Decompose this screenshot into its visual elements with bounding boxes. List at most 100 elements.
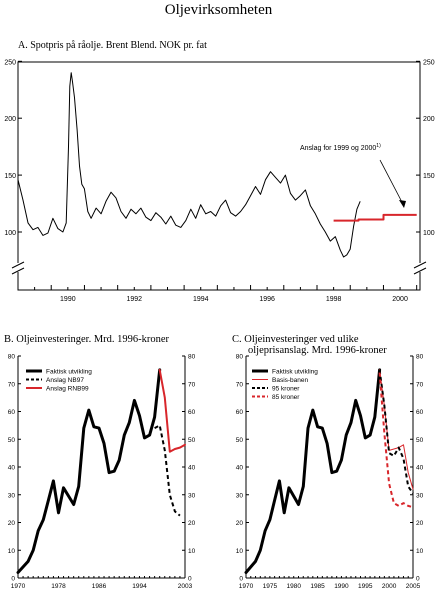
chart-b-ytick-label-right: 80 [188,354,196,361]
chart-b-legend-label: Anslag NB97 [46,377,84,384]
chart-c-ytick-label-left: 30 [236,492,244,499]
chart-c-xtick-label: 1970 [239,583,254,590]
chart-a-xtick-label: 2000 [392,296,408,303]
chart-a-break-mark [413,261,427,269]
chart-a-break-gap [414,263,426,272]
chart-a-xtick-label: 1994 [193,296,209,303]
chart-c-ytick-label-right: 40 [416,465,424,472]
chart-c-ytick-label-left: 10 [236,548,244,555]
chart-a: 100 100 150 150 200 200 250 250 1990 1992 1994 1996… [4,59,435,303]
chart-c-xtick-label: 1975 [263,583,278,590]
chart-c-xtick-label: 1990 [334,583,349,590]
chart-c-ytick-label-left: 70 [236,381,244,388]
page-title: Oljevirksomheten [164,2,273,18]
chart-b-xtick-label: 1986 [92,583,107,590]
chart-a-ytick-label-left: 200 [4,116,16,123]
chart-a-ytick-label-right: 100 [423,230,435,237]
chart-a-break-mark [413,267,427,275]
chart-b-series-forecast-1 [154,424,181,517]
chart-c-ytick-label-left: 60 [236,409,244,416]
chart-a-series-price [17,72,361,258]
chart-c-title-line2: oljeprisanslag. Mrd. 1996-kroner [248,345,387,356]
chart-c-title: C. Oljeinvesteringer ved ulike oljeprisa… [232,334,387,356]
chart-b-ytick-label-right: 20 [188,520,196,527]
chart-b-ytick-label-right: 0 [188,576,192,583]
chart-b-xtick-label: 2003 [178,583,193,590]
chart-b-xtick-label: 1970 [11,583,26,590]
chart-b-ytick-label-right: 70 [188,381,196,388]
chart-c-legend-label: 85 kroner [272,394,300,401]
chart-c-ytick-label-right: 60 [416,409,424,416]
chart-c-ytick-label-left: 0 [239,576,243,583]
chart-b-ytick-label-left: 10 [8,548,16,555]
chart-b-ytick-label-right: 50 [188,437,196,444]
chart-a-annotation-arrow-line [379,159,405,207]
chart-c-series-actual [244,368,382,574]
chart-c-legend-label: Basis-banen [272,377,309,384]
chart-a-ytick-label-right: 200 [423,116,435,123]
chart-c-ytick-label-right: 0 [416,576,420,583]
chart-c-xtick-label: 2000 [382,583,397,590]
chart-c-ytick-label-right: 20 [416,520,424,527]
chart-a-frame [17,61,421,291]
chart-c-xtick-label: 1995 [358,583,373,590]
chart-c-ytick-label-left: 50 [236,437,244,444]
chart-a-ytick-label-left: 100 [4,230,16,237]
chart-b-series-forecast-2 [158,368,186,453]
chart-a-ytick-label-right: 250 [423,59,435,66]
chart-a-ytick-label-left: 250 [4,59,16,66]
chart-c-xtick-label: 1985 [310,583,325,590]
chart-b-xtick-label: 1994 [132,583,147,590]
chart-b-ytick-label-left: 50 [8,437,16,444]
chart-a-ytick-label-left: 150 [4,173,16,180]
chart-a-annotation: Anslag for 1999 og 20001) [300,143,381,152]
chart-b-legend-label: Anslag RNB99 [46,386,89,393]
chart-c-ytick-label-right: 50 [416,437,424,444]
chart-a-title: A. Spotpris på råolje. Brent Blend. NOK … [18,40,207,51]
chart-a-xtick-label: 1992 [126,296,142,303]
chart-b-ytick-label-right: 30 [188,492,196,499]
chart-b-xtick-label: 1978 [51,583,66,590]
chart-a-annotation-text: Anslag for 1999 og 2000 [300,145,376,152]
chart-b-ytick-label-left: 0 [11,576,15,583]
chart-a-series-forecast [333,213,417,222]
chart-c-ytick-label-right: 10 [416,548,424,555]
chart-c-legend-label: Faktisk utvikling [272,369,318,376]
chart-a-xtick-label: 1996 [259,296,275,303]
chart-a-annotation-superscript: 1) [376,143,381,149]
chart-b-title: B. Oljeinvesteringer. Mrd. 1996-kroner [4,334,170,345]
chart-b-ytick-label-left: 40 [8,465,16,472]
chart-c-title-line1: C. Oljeinvesteringer ved ulike [232,334,359,345]
chart-b-ytick-label-right: 10 [188,548,196,555]
chart-b-ytick-label-right: 40 [188,465,196,472]
chart-a-ytick-label-right: 150 [423,173,435,180]
chart-c-series-forecast-3 [378,372,414,509]
chart-b-ytick-label-left: 30 [8,492,16,499]
chart-a-break-mark [11,261,25,269]
chart-b-ytick-label-left: 70 [8,381,16,388]
chart-c-ytick-label-left: 20 [236,520,244,527]
chart-b-ytick-label-left: 20 [8,520,16,527]
chart-c-ytick-label-left: 80 [236,354,244,361]
chart-a-break-mark [11,267,25,275]
chart-c-xtick-label: 2005 [406,583,421,590]
chart-b-ytick-label-right: 60 [188,409,196,416]
chart-c-legend-label: 95 kroner [272,386,300,393]
chart-a-annotation-arrow-head [399,200,406,208]
chart-c-ytick-label-right: 80 [416,354,424,361]
chart-b-ytick-label-left: 80 [8,354,16,361]
chart-a-break-gap [12,263,24,272]
chart-c-ytick-label-right: 30 [416,492,424,499]
chart-c-series-forecast-2 [378,369,414,494]
chart-c-ytick-label-left: 40 [236,465,244,472]
chart-a-xtick-label: 1990 [60,296,76,303]
chart-c-xtick-label: 1980 [286,583,301,590]
chart-b-ytick-label-left: 60 [8,409,16,416]
chart-c-ytick-label-right: 70 [416,381,424,388]
chart-a-xtick-label: 1998 [326,296,342,303]
chart-b-legend-label: Faktisk utvikling [46,369,92,376]
chart-b-series-actual [16,368,162,574]
